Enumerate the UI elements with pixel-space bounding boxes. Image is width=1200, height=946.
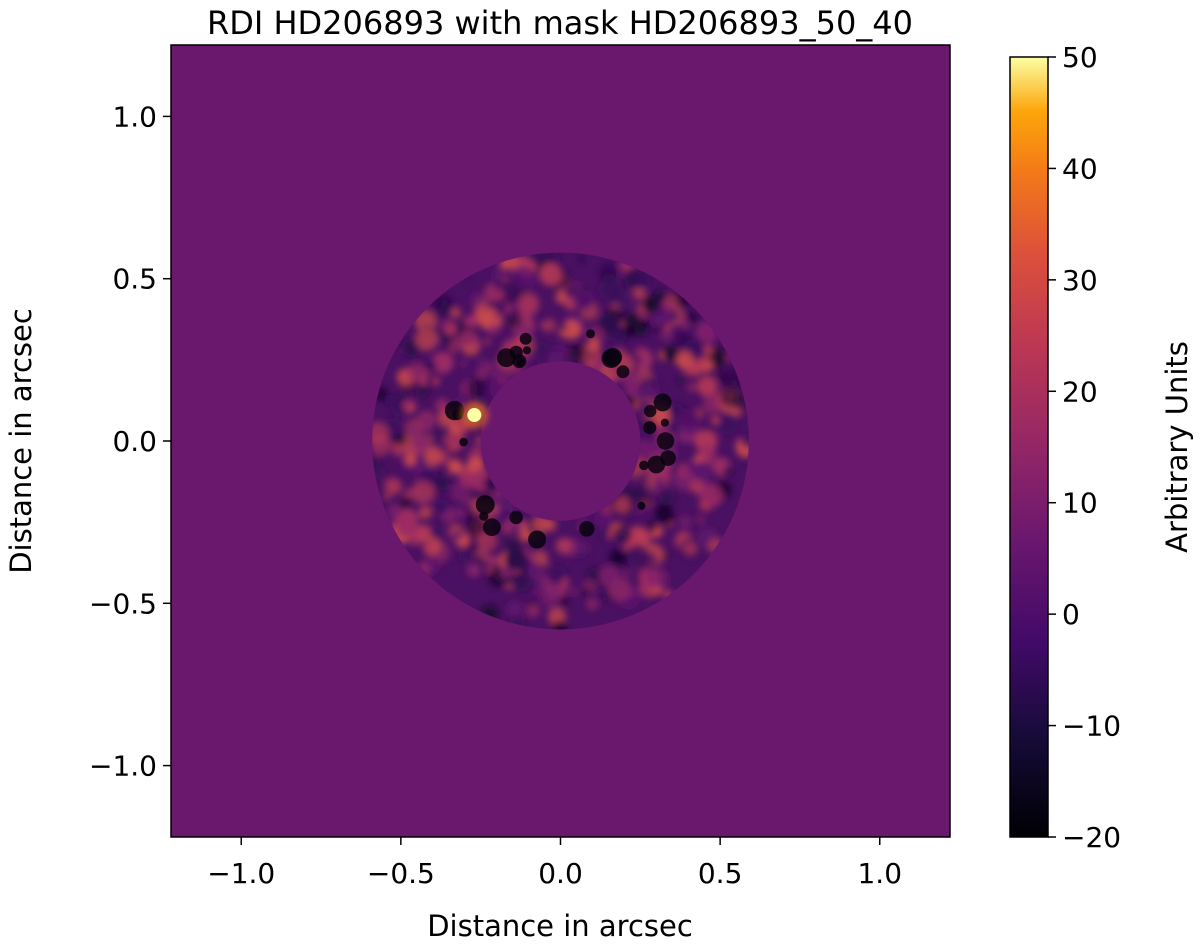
x-axis-label: Distance in arcsec [427,909,693,943]
colorbar-tick-label: 10 [1062,487,1098,520]
colorbar-tick-label: 50 [1062,41,1098,74]
colorbar-tick-label: −10 [1062,710,1121,743]
colorbar [1009,56,1049,838]
heatmap-background [171,45,950,837]
x-tick-label: 0.0 [538,857,583,890]
y-axis-label: Distance in arcsec [4,308,38,574]
x-tick-label: −0.5 [367,857,435,890]
y-tick-label: −1.0 [89,750,157,783]
plot-area [171,45,950,837]
colorbar-tick-label: 30 [1062,264,1098,297]
colorbar-tick-label: 0 [1062,598,1080,631]
x-axis: −1.0 −0.5 0.0 0.5 1.0 [207,837,902,890]
y-tick-label: 1.0 [112,100,157,133]
colorbar-tick-label: 40 [1062,152,1098,185]
x-tick-label: −1.0 [207,857,275,890]
chart-title: RDI HD206893 with mask HD206893_50_40 [207,4,913,42]
point-source [467,408,482,423]
y-tick-label: 0.0 [112,425,157,458]
speckle-field [372,252,749,630]
colorbar-label: Arbitrary Units [1160,341,1194,553]
colorbar-tick-label: −20 [1062,821,1121,854]
x-tick-label: 1.0 [857,857,902,890]
annulus-residuals [372,252,749,630]
y-tick-label: 0.5 [112,263,157,296]
colorbar-tick-label: 20 [1062,375,1098,408]
y-tick-label: −0.5 [89,587,157,620]
y-axis: 1.0 0.5 0.0 −0.5 −1.0 [89,100,171,783]
colorbar-axis: 50 40 30 20 10 0 −10 −20 [1048,41,1121,854]
x-tick-label: 0.5 [698,857,743,890]
